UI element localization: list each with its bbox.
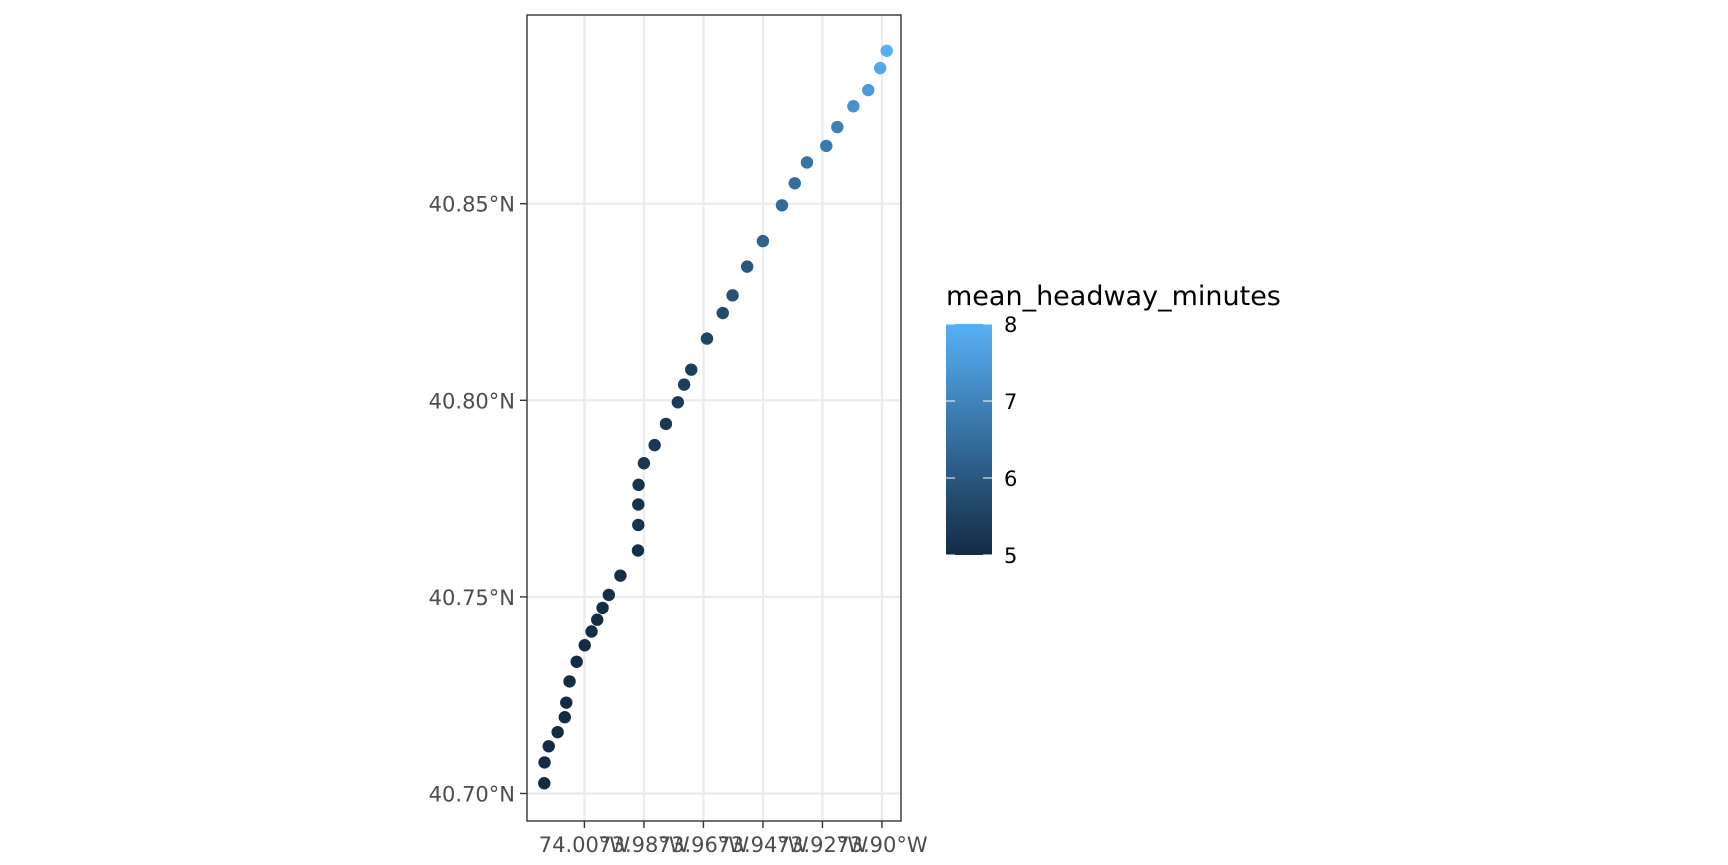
station-point [716, 306, 729, 320]
station-point [862, 83, 875, 97]
station-point [685, 363, 698, 376]
station-point [788, 177, 801, 190]
y-tick-label: 40.85°N [429, 193, 515, 217]
station-point [873, 61, 887, 75]
station-point [632, 498, 645, 511]
station-point [648, 438, 661, 452]
legend-label: 8 [1004, 313, 1017, 337]
legend: mean_headway_minutes 8 7 6 5 [946, 281, 1281, 568]
station-point [538, 777, 551, 790]
legend-colorbar [946, 324, 992, 555]
plot-panel-border [526, 14, 902, 822]
station-point [726, 289, 739, 302]
station-point [677, 378, 691, 391]
station-point [831, 120, 844, 134]
station-point [591, 613, 604, 626]
station-point [563, 675, 576, 688]
station-point [880, 44, 893, 57]
x-tick-label: 73.96°W [658, 833, 750, 857]
station-point [570, 655, 583, 668]
station-point [820, 139, 833, 153]
station-point [631, 544, 645, 557]
legend-label: 6 [1004, 467, 1017, 491]
station-point [558, 711, 571, 724]
station-point [578, 639, 591, 652]
legend-label: 7 [1004, 390, 1017, 414]
y-tick-label: 40.75°N [429, 586, 515, 610]
plot-panel-background [527, 15, 901, 821]
x-tick-label: 73.98°W [598, 833, 690, 857]
station-point [632, 518, 645, 532]
station-point [596, 601, 609, 615]
station-point [637, 457, 651, 470]
station-point [585, 625, 598, 638]
x-tick-label: 73.92°W [777, 833, 869, 857]
station-point [632, 478, 645, 492]
legend-label: 5 [1004, 544, 1017, 568]
station-point [602, 588, 616, 602]
station-point [542, 740, 555, 753]
station-point [847, 100, 860, 113]
station-point [671, 396, 685, 409]
y-tick-label: 40.80°N [429, 389, 515, 413]
station-point [740, 260, 754, 273]
x-tick-label: 73.90°W [836, 833, 928, 857]
x-tick-label: 73.94°W [717, 833, 809, 857]
station-point [560, 696, 573, 709]
legend-title: mean_headway_minutes [946, 281, 1281, 312]
station-point [659, 417, 673, 431]
legend-ticks: 8 7 6 5 [946, 313, 1017, 568]
x-tick-label: 74.00°W [539, 833, 631, 857]
axes: 74.00°W73.98°W73.96°W73.94°W73.92°W73.90… [429, 193, 928, 857]
station-point [551, 725, 564, 739]
y-tick-label: 40.70°N [429, 782, 515, 806]
station-point [800, 156, 814, 169]
data-points [538, 44, 893, 790]
station-point [700, 332, 714, 345]
station-point [538, 756, 551, 769]
station-point [756, 234, 770, 248]
station-point [775, 199, 789, 212]
station-point [614, 569, 627, 582]
